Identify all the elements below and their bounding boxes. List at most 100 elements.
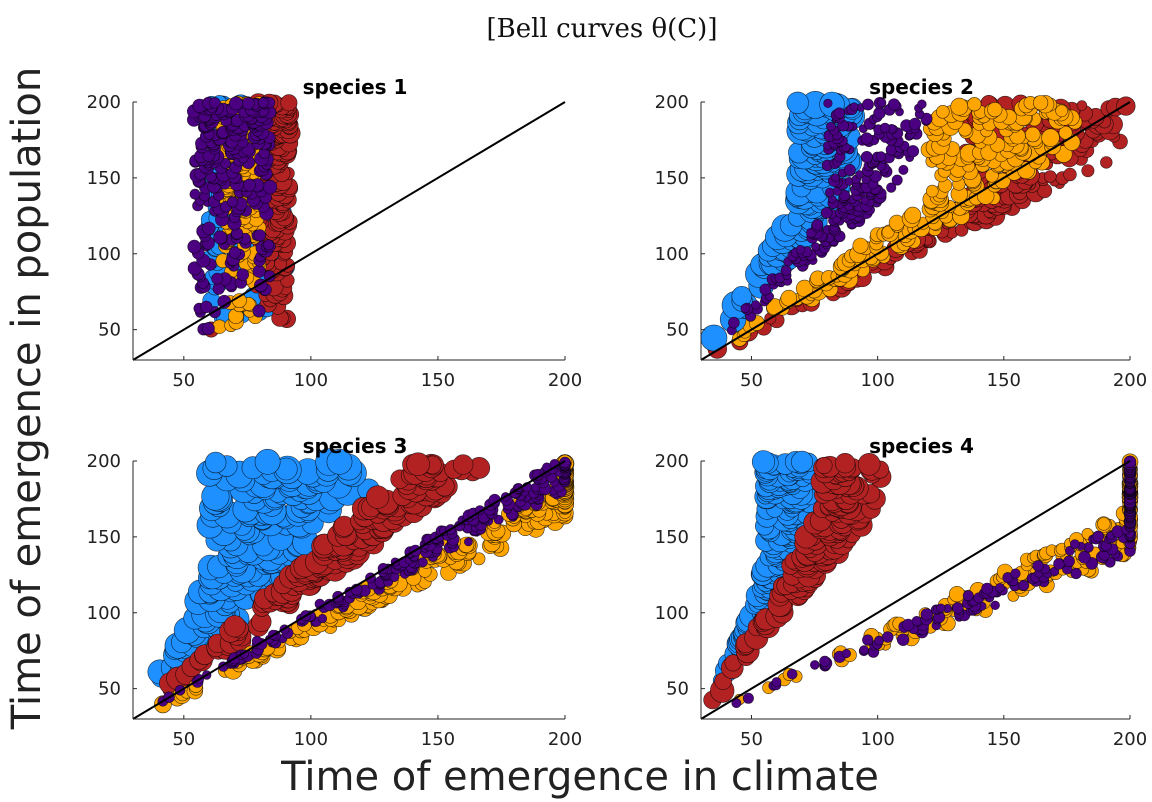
x-tick-label: 50 (172, 370, 195, 391)
x-tick-label: 150 (987, 370, 1021, 391)
y-tick-label: 100 (87, 603, 121, 624)
scatter-point (857, 452, 881, 476)
scatter-point (935, 105, 950, 119)
scatter-point (815, 456, 833, 474)
scatter-point (252, 304, 266, 318)
scatter-point (875, 151, 887, 162)
x-tick-label: 200 (1113, 729, 1147, 750)
panel-4: 50 100 150 200 50 100 150 200 species 4 (655, 434, 1148, 750)
scatter-point (236, 268, 250, 281)
y-tick-label: 100 (655, 244, 689, 265)
series-4 (726, 96, 933, 336)
x-tick-label: 100 (294, 729, 328, 750)
scatter-point (463, 537, 473, 547)
scatter-point (948, 585, 966, 603)
scatter-point (881, 225, 895, 239)
panel-2: 50 100 150 200 50 100 150 200 species 2 (655, 75, 1148, 391)
scatter-point (771, 677, 782, 687)
scatter-point (212, 319, 227, 334)
x-tick-label: 200 (1113, 370, 1147, 391)
scatter-point (811, 219, 824, 231)
scatter-point (862, 98, 874, 111)
scatter-point (995, 582, 1005, 593)
scatter-point (896, 633, 910, 646)
y-tick-label: 50 (98, 320, 121, 341)
scatter-point (1081, 164, 1095, 178)
panel-3: 50 100 150 200 50 100 150 200 species 3 (87, 434, 583, 750)
y-tick-label: 50 (666, 320, 689, 341)
scatter-point (877, 98, 887, 108)
panel-title: species 1 (303, 75, 408, 99)
panel-title: species 3 (303, 434, 408, 458)
scatter-point (809, 660, 820, 670)
scatter-point (252, 264, 266, 278)
scatter-point (728, 316, 740, 329)
scatter-point (262, 179, 278, 195)
scatter-point (780, 265, 792, 276)
scatter-point (908, 117, 922, 130)
scatter-point (1058, 125, 1073, 140)
scatter-point (906, 145, 920, 158)
scatter-point (1097, 517, 1111, 531)
scatter-point (365, 485, 390, 509)
y-tick-label: 100 (87, 244, 121, 265)
scatter-point (823, 98, 833, 108)
scatter-point (229, 96, 244, 111)
scatter-point (1053, 558, 1065, 570)
scatter-point (189, 188, 201, 200)
scatter-point (1025, 126, 1041, 143)
scatter-point (833, 107, 846, 120)
scatter-point (860, 132, 873, 145)
scatter-point (826, 121, 836, 132)
scatter-point (202, 221, 216, 236)
scatter-point (882, 631, 894, 643)
y-tick-label: 150 (87, 527, 121, 548)
figure-title: [Bell curves θ(C)] (487, 14, 718, 44)
scatter-point (967, 97, 982, 112)
scatter-point (843, 164, 856, 177)
scatter-point (925, 184, 939, 198)
scatter-point (1032, 560, 1044, 572)
y-tick-label: 150 (655, 527, 689, 548)
scatter-point (820, 207, 833, 219)
scatter-point (790, 450, 813, 473)
x-tick-label: 100 (294, 370, 328, 391)
series-2 (159, 452, 491, 699)
y-tick-label: 50 (98, 679, 121, 700)
series-4 (731, 455, 1137, 709)
scatter-point (280, 94, 298, 112)
scatter-point (987, 101, 1003, 118)
scatter-point (452, 454, 474, 475)
scatter-point (981, 582, 994, 595)
scatter-point (1018, 579, 1030, 591)
scatter-point (759, 283, 772, 296)
scatter-point (795, 245, 806, 255)
scatter-point (209, 97, 221, 109)
scatter-point (841, 648, 852, 659)
scatter-point (852, 237, 869, 254)
scatter-point (1063, 555, 1075, 568)
series-4 (187, 96, 278, 336)
scatter-point (223, 615, 246, 638)
y-tick-label: 200 (655, 92, 689, 113)
scatter-point (1116, 96, 1136, 116)
scatter-point (751, 450, 776, 474)
scatter-point (891, 174, 903, 186)
scatter-point (1010, 568, 1021, 579)
scatter-point (834, 453, 856, 474)
scatter-point (740, 303, 751, 314)
scatter-point (241, 97, 255, 111)
scatter-point (1063, 167, 1077, 182)
scatter-point (1092, 530, 1105, 543)
series-2 (703, 452, 892, 710)
scatter-point (213, 230, 228, 245)
x-tick-label: 100 (860, 370, 894, 391)
scatter-point (879, 122, 891, 134)
scatter-point (990, 600, 1000, 610)
x-tick-label: 150 (987, 729, 1021, 750)
scatter-point (911, 615, 922, 627)
y-tick-label: 200 (87, 92, 121, 113)
panel-1: 50 100 150 200 50 100 150 200 species 1 (87, 75, 583, 391)
scatter-point (326, 448, 353, 475)
